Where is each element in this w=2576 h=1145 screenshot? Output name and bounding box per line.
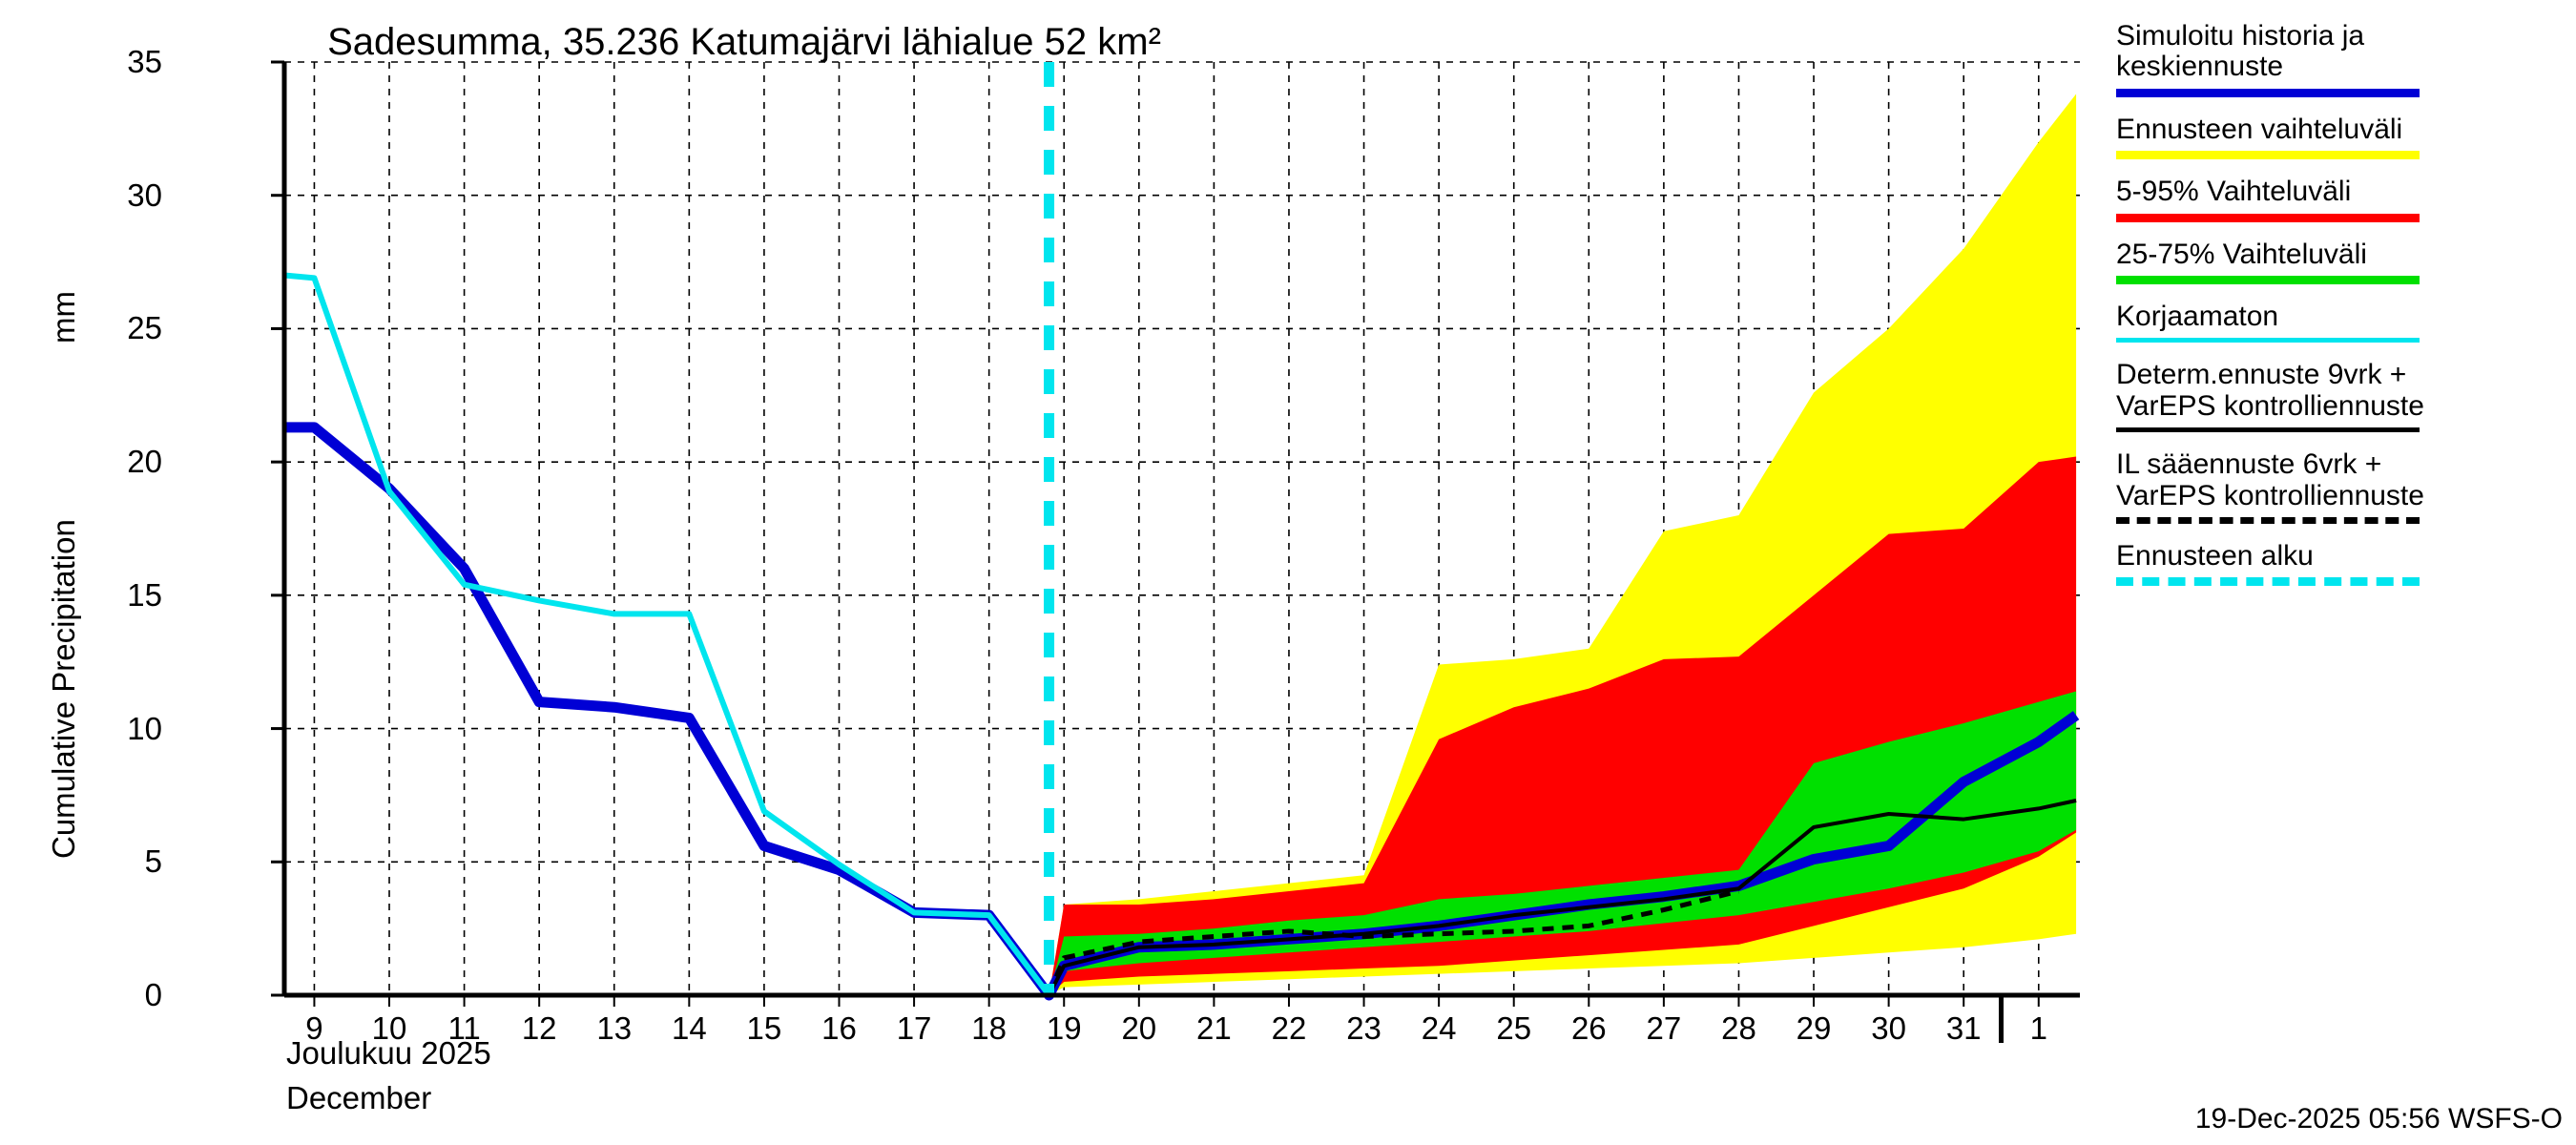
x-tick-label: 30 bbox=[1871, 1010, 1906, 1046]
legend-label: Simuloitu historia ja keskiennuste bbox=[2116, 20, 2365, 83]
legend-entry: Simuloitu historia ja keskiennuste bbox=[2116, 20, 2576, 97]
legend-swatch bbox=[2116, 516, 2420, 524]
timestamp-footer: 19-Dec-2025 05:56 WSFS-O bbox=[2194, 1103, 2563, 1135]
x-tick-label: 23 bbox=[1346, 1010, 1381, 1046]
x-tick-label: 10 bbox=[371, 1010, 407, 1046]
x-tick-label: 18 bbox=[971, 1010, 1007, 1046]
x-tick-label: 11 bbox=[447, 1010, 481, 1046]
legend-entry: Ennusteen vaihteluväli bbox=[2116, 113, 2576, 160]
legend-label: IL sääennuste 6vrk + VarEPS kontrollienn… bbox=[2116, 448, 2424, 511]
x-tick-label: 21 bbox=[1196, 1010, 1232, 1046]
legend-label: Ennusteen alku bbox=[2116, 539, 2314, 572]
legend-label: Ennusteen vaihteluväli bbox=[2116, 113, 2403, 145]
x-tick-label: 12 bbox=[521, 1010, 557, 1046]
legend-swatch bbox=[2116, 338, 2420, 344]
legend-label: 5-95% Vaihteluväli bbox=[2116, 176, 2352, 208]
legend-swatch bbox=[2116, 88, 2420, 97]
legend-label: Korjaamaton bbox=[2116, 300, 2279, 332]
legend-label: Determ.ennuste 9vrk + VarEPS kontrollien… bbox=[2116, 359, 2424, 422]
x-tick-label: 22 bbox=[1271, 1010, 1307, 1046]
legend-label: 25-75% Vaihteluväli bbox=[2116, 238, 2367, 270]
legend-entry: Ennusteen alku bbox=[2116, 539, 2576, 587]
legend-swatch bbox=[2116, 151, 2420, 160]
chart-title: Sadesumma, 35.236 Katumajärvi lähialue 5… bbox=[327, 21, 1161, 63]
legend-entry: 5-95% Vaihteluväli bbox=[2116, 176, 2576, 222]
legend-entry: IL sääennuste 6vrk + VarEPS kontrollienn… bbox=[2116, 448, 2576, 524]
series-lines bbox=[283, 272, 2080, 1001]
y-tick-label: 15 bbox=[127, 576, 162, 613]
x-tick-label: 14 bbox=[671, 1010, 707, 1046]
x-tick-label: 28 bbox=[1721, 1010, 1756, 1046]
legend-entry: Korjaamaton bbox=[2116, 300, 2576, 344]
x-tick-label: 1 bbox=[2029, 1010, 2047, 1046]
legend-swatch bbox=[2116, 213, 2420, 222]
x-tick-label: 29 bbox=[1796, 1010, 1832, 1046]
x-tick-label: 26 bbox=[1570, 1010, 1607, 1046]
legend: Simuloitu historia ja keskiennuste Ennust… bbox=[2116, 20, 2576, 603]
x-tick-label: 25 bbox=[1496, 1010, 1532, 1046]
x-tick-label: 13 bbox=[596, 1010, 633, 1046]
legend-swatch bbox=[2116, 577, 2420, 587]
month-label-fi: Joulukuu 2025 bbox=[286, 1035, 491, 1071]
x-tick-label: 27 bbox=[1646, 1010, 1682, 1046]
forecast-bands bbox=[1049, 94, 2077, 995]
x-tick-label: 24 bbox=[1421, 1010, 1457, 1046]
y-tick-label: 10 bbox=[127, 710, 162, 746]
y-tick-label: 30 bbox=[127, 177, 162, 213]
legend-swatch bbox=[2116, 427, 2420, 433]
y-tick-label: 0 bbox=[144, 977, 162, 1012]
x-tick-label: 19 bbox=[1046, 1010, 1082, 1046]
y-tick-label: 5 bbox=[144, 843, 162, 880]
y-tick-label: 25 bbox=[127, 310, 162, 346]
x-tick-label: 17 bbox=[896, 1010, 932, 1046]
legend-entry: 25-75% Vaihteluväli bbox=[2116, 239, 2576, 284]
x-tick-label: 16 bbox=[821, 1010, 857, 1046]
x-tick-label: 31 bbox=[1945, 1010, 1982, 1046]
legend-swatch bbox=[2116, 275, 2420, 284]
x-tick-label: 20 bbox=[1121, 1010, 1157, 1046]
y-tick-label: 35 bbox=[127, 44, 162, 79]
x-tick-label: 9 bbox=[305, 1010, 323, 1046]
month-label-en: December bbox=[286, 1080, 432, 1115]
legend-entry: Determ.ennuste 9vrk + VarEPS kontrollien… bbox=[2116, 359, 2576, 433]
y-tick-label: 20 bbox=[127, 444, 162, 480]
x-tick-label: 15 bbox=[746, 1010, 782, 1046]
